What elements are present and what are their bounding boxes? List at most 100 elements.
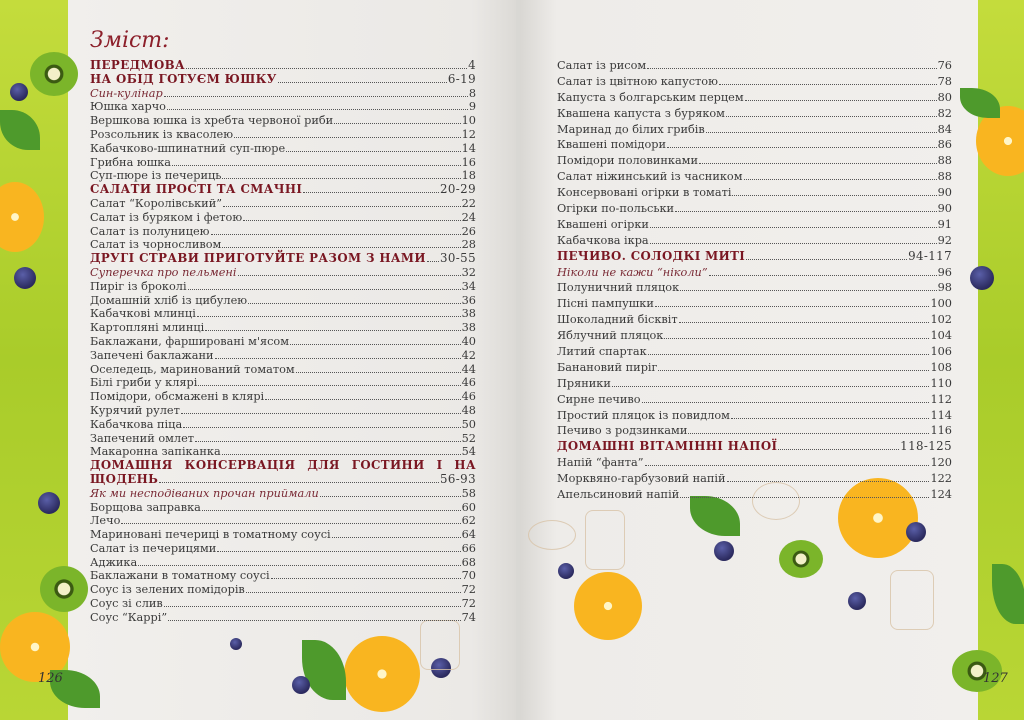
leader-dots xyxy=(654,306,930,308)
toc-page-number: 86 xyxy=(937,138,952,152)
leader-dots xyxy=(201,509,461,511)
table-of-contents-right: Салат із рисом 76 Салат із цвітною капусто… xyxy=(557,58,952,503)
toc-entry: Салат із полуницею 26 xyxy=(90,225,476,239)
toc-entry: Суперечка про пельмені 32 xyxy=(90,266,476,280)
toc-entry-title: Кабачкова ікра xyxy=(557,233,649,247)
toc-page-number: 18 xyxy=(461,169,476,183)
toc-page-number: 34 xyxy=(461,279,476,293)
leader-dots xyxy=(708,274,937,276)
toc-entry: Яблучний пляцок 104 xyxy=(557,328,952,344)
blueberry-illustration xyxy=(714,541,734,561)
toc-page-number: 12 xyxy=(461,127,476,141)
toc-entry-title: Помідори половинками xyxy=(557,154,699,168)
toc-entry: Помідори, обсмажені в клярі 46 xyxy=(90,390,476,404)
toc-entry: Пісні пампушки 100 xyxy=(557,296,952,312)
toc-entry: Литий спартак 106 xyxy=(557,344,952,360)
leader-dots xyxy=(198,385,461,387)
toc-entry-title: Салат “Королівський” xyxy=(90,196,223,210)
toc-entry-title: Аджика xyxy=(90,555,138,569)
toc-entry-title: САЛАТИ ПРОСТІ ТА СМАЧНІ xyxy=(90,182,303,197)
toc-entry-title: Розсольник із квасолею xyxy=(90,127,234,141)
leader-dots xyxy=(270,578,461,580)
toc-entry: Макаронна запіканка 54 xyxy=(90,445,476,459)
toc-section-heading: ПЕЧИВО. СОЛОДКІ МИТІ 94-117 xyxy=(557,249,952,265)
toc-entry-title: Квашена капуста з буряком xyxy=(557,106,725,120)
toc-page-number: 46 xyxy=(461,390,476,404)
toc-entry: Кабачково-шпинатний суп-пюре 14 xyxy=(90,142,476,156)
toc-entry: Баклажани в томатному соусі 70 xyxy=(90,569,476,583)
toc-entry-title: Пряники xyxy=(557,376,611,390)
toc-page-number: 124 xyxy=(930,488,952,502)
toc-page-number: 114 xyxy=(930,408,952,422)
toc-entry-title: Ніколи не кажи “ніколи” xyxy=(557,265,708,279)
toc-entry: Квашені огірки 91 xyxy=(557,217,952,233)
fruit-sketch-illustration xyxy=(752,482,800,520)
leader-dots xyxy=(223,205,461,207)
leader-dots xyxy=(237,274,461,276)
toc-page-number: 40 xyxy=(461,334,476,348)
leader-dots xyxy=(243,219,461,221)
leader-dots xyxy=(210,233,461,235)
leader-dots xyxy=(245,592,461,594)
toc-page-number: 24 xyxy=(461,210,476,224)
toc-page-number: 91 xyxy=(937,217,952,231)
orange-slice-illustration xyxy=(344,636,420,712)
toc-entry-title: Кабачкова піца xyxy=(90,417,183,431)
leader-dots xyxy=(205,330,461,332)
toc-entry: Сирне печиво 112 xyxy=(557,392,952,408)
leader-dots xyxy=(286,150,461,152)
page-title: Зміст: xyxy=(90,28,170,53)
toc-entry: Запечені баклажани 42 xyxy=(90,349,476,363)
toc-page-number: 120 xyxy=(930,456,952,470)
leader-dots xyxy=(303,192,439,194)
toc-entry: Кабачкові млинці 38 xyxy=(90,307,476,321)
toc-entry: Квашені помідори 86 xyxy=(557,137,952,153)
toc-page-number: 20-29 xyxy=(439,182,476,197)
leader-dots xyxy=(121,523,461,525)
leader-dots xyxy=(319,495,461,497)
leader-dots xyxy=(159,481,439,483)
toc-entry-title: Напій “фанта” xyxy=(557,456,644,470)
toc-page-number: 6-19 xyxy=(447,71,476,86)
toc-entry-title: Литий спартак xyxy=(557,345,647,359)
orange-slice-illustration xyxy=(574,572,642,640)
toc-page-number: 90 xyxy=(937,202,952,216)
leader-dots xyxy=(699,163,937,165)
toc-entry-title: Печиво з родзинками xyxy=(557,424,688,438)
toc-entry: Кабачкова піца 50 xyxy=(90,418,476,432)
toc-entry: Салат із цвітною капустою 78 xyxy=(557,74,952,90)
toc-entry: Консервовані огірки в томаті 90 xyxy=(557,185,952,201)
toc-entry-title: Квашені огірки xyxy=(557,217,649,231)
leader-dots xyxy=(265,399,461,401)
toc-page-number: 72 xyxy=(461,597,476,611)
leader-dots xyxy=(680,497,930,499)
toc-entry-title: ПЕЧИВО. СОЛОДКІ МИТІ xyxy=(557,248,746,263)
leader-dots xyxy=(331,537,461,539)
toc-page-number: 84 xyxy=(937,122,952,136)
toc-page-number: 64 xyxy=(461,528,476,542)
glass-sketch-illustration xyxy=(890,570,934,630)
leader-dots xyxy=(195,440,461,442)
toc-section-heading: НА ОБІД ГОТУЄМ ЮШКУ 6-19 xyxy=(90,71,476,87)
leader-dots xyxy=(214,357,461,359)
toc-entry: Баклажани, фаршировані м'ясом 40 xyxy=(90,335,476,349)
toc-section-heading: ЩОДЕНЬ 56-93 xyxy=(90,472,476,487)
blueberry-illustration xyxy=(38,492,60,514)
toc-entry-title: Салат із буряком і фетою xyxy=(90,210,243,224)
orange-slice-illustration xyxy=(838,478,918,558)
leader-dots xyxy=(222,247,461,249)
leader-dots xyxy=(667,147,937,149)
toc-page-number: 42 xyxy=(461,348,476,362)
leader-dots xyxy=(649,226,937,228)
leader-dots xyxy=(647,354,930,356)
leader-dots xyxy=(187,288,461,290)
toc-entry: Юшка харчо 9 xyxy=(90,100,476,114)
leader-dots xyxy=(277,81,447,83)
toc-page-number: 66 xyxy=(461,541,476,555)
toc-entry-title: Сирне печиво xyxy=(557,392,641,406)
left-page xyxy=(68,0,516,720)
toc-entry-title: Капуста з болгарським перцем xyxy=(557,90,744,104)
toc-entry-title: Курячий рулет xyxy=(90,403,180,417)
table-of-contents-left: ПЕРЕДМОВА 4 НА ОБІД ГОТУЄМ ЮШКУ 6-19 Син-кул… xyxy=(90,58,476,625)
leader-dots xyxy=(172,164,461,166)
